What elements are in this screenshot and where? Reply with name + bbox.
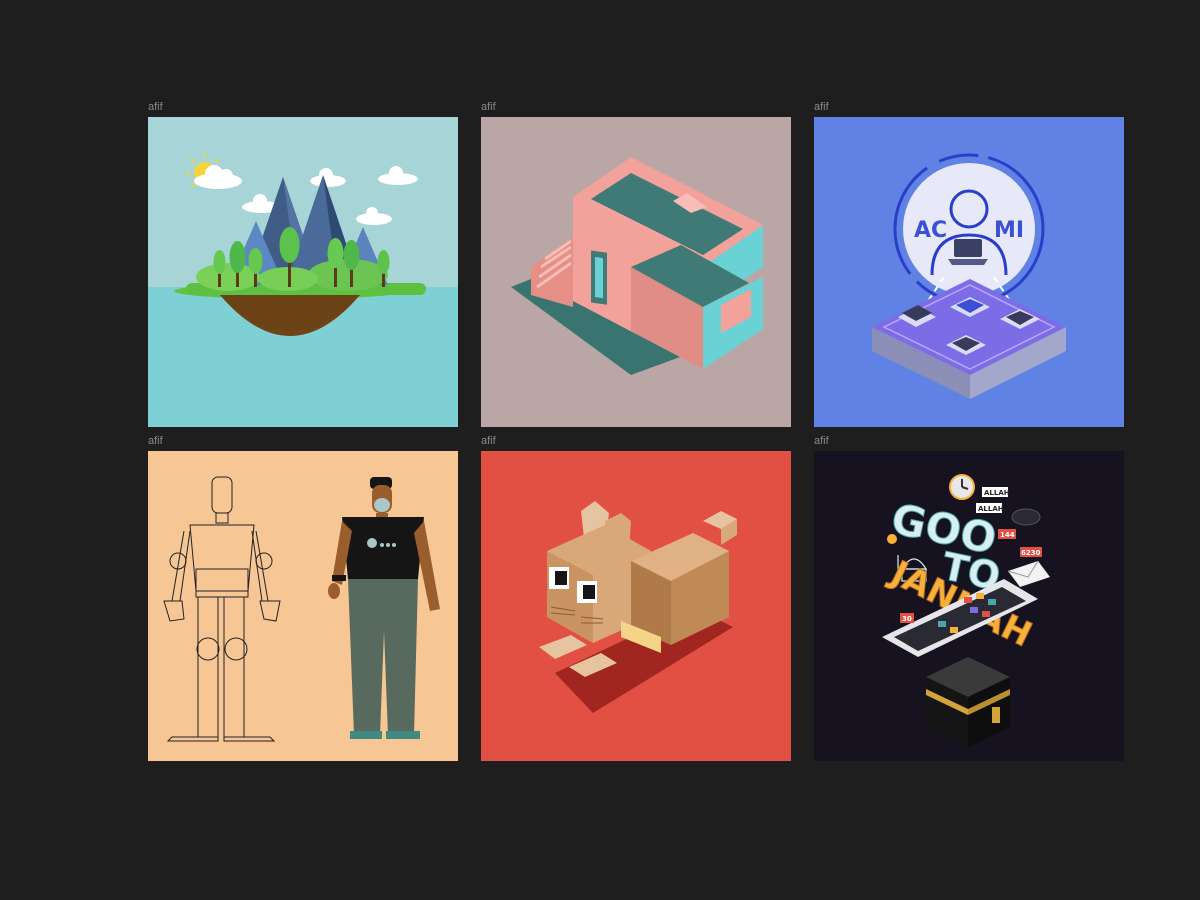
frame-floating-island[interactable]: afif	[148, 101, 458, 427]
artboard-floating-island[interactable]	[148, 117, 458, 427]
cloud-icon	[194, 165, 418, 225]
right-letters: MI	[994, 218, 1024, 243]
frame-isometric-house[interactable]: afif	[481, 101, 791, 427]
floating-island-illustration	[148, 117, 458, 427]
badge-2: ALLAH	[978, 505, 1004, 513]
tile-icon	[898, 297, 1040, 355]
artboard-acmi[interactable]: AC MI	[814, 117, 1124, 427]
frame-label[interactable]: afif	[148, 101, 163, 113]
left-letters: AC	[914, 218, 947, 243]
artboard-voxel-cat[interactable]	[481, 451, 791, 761]
wireframe-figure	[163, 476, 281, 742]
eye-icon	[549, 567, 597, 603]
badge-1: ALLAH	[984, 489, 1010, 497]
artboard-goo-to-jannah[interactable]: ALLAH ALLAH 144 6230 GOO TO JANNAH	[814, 451, 1124, 761]
artboard-character-design[interactable]	[148, 451, 458, 761]
frame-label[interactable]: afif	[481, 101, 496, 113]
user-icon	[930, 189, 1008, 276]
colored-figure	[328, 477, 440, 739]
mosque-icon	[897, 555, 928, 582]
voxel-cat-illustration	[481, 451, 791, 761]
badge-4: 6230	[1021, 549, 1041, 557]
artboard-isometric-house[interactable]	[481, 117, 791, 427]
tree-icon	[213, 227, 390, 287]
frame-goo-to-jannah[interactable]: afif ALLAH ALLAH 144 6230	[814, 435, 1124, 761]
phone-icon	[882, 579, 1038, 657]
goo-to-jannah-illustration: ALLAH ALLAH 144 6230 GOO TO JANNAH	[814, 451, 1124, 761]
clock-icon	[949, 474, 975, 500]
kaaba-icon	[926, 657, 1010, 747]
frame-character-design[interactable]: afif	[148, 435, 458, 761]
badge-5: 30	[902, 615, 912, 623]
frame-label[interactable]: afif	[814, 101, 829, 113]
badge-3: 144	[1000, 531, 1015, 539]
frame-voxel-cat[interactable]: afif	[481, 435, 791, 761]
envelope-icon	[1007, 560, 1050, 587]
isometric-house-illustration	[481, 117, 791, 427]
character-design-illustration	[148, 451, 458, 761]
acmi-illustration: AC MI	[814, 117, 1124, 427]
frame-label[interactable]: afif	[814, 435, 829, 447]
frame-acmi[interactable]: afif AC MI	[814, 101, 1124, 427]
frame-label[interactable]: afif	[148, 435, 163, 447]
frame-label[interactable]: afif	[481, 435, 496, 447]
